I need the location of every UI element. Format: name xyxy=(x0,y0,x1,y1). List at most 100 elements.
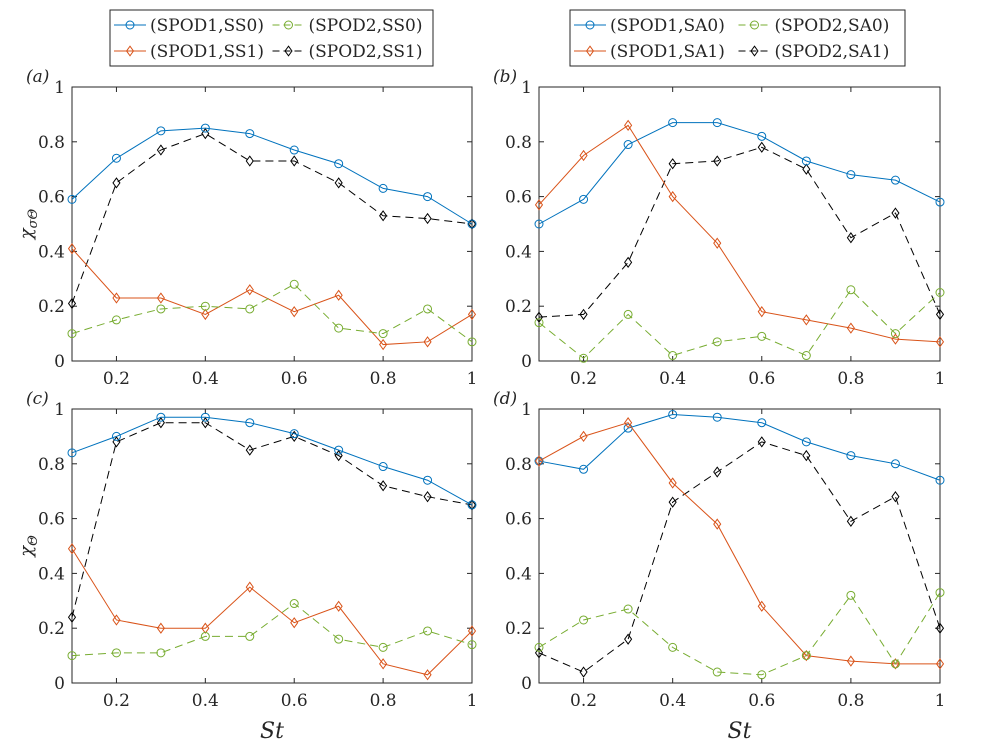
legend-marker xyxy=(125,20,135,30)
series-line xyxy=(538,288,941,359)
y-tick-label: 0 xyxy=(54,674,65,694)
data-point xyxy=(668,477,677,489)
data-point xyxy=(579,615,589,625)
data-point xyxy=(534,311,544,323)
x-tick-label: 0.8 xyxy=(837,369,864,389)
legend-label: (SPOD2,SS0) xyxy=(309,16,423,36)
data-point xyxy=(423,491,432,503)
legend-entry: (SPOD2,SA0) xyxy=(738,16,890,36)
data-point xyxy=(935,588,945,598)
series-line xyxy=(71,602,473,657)
data-point xyxy=(579,666,588,678)
data-point xyxy=(846,232,855,244)
data-point xyxy=(802,649,811,662)
legend-entry: (SPOD1,SS0) xyxy=(114,16,264,36)
series-spod1_s0 xyxy=(534,409,945,485)
y-tick-label: 0.8 xyxy=(38,455,65,475)
series-spod2_s1 xyxy=(534,141,945,323)
data-point xyxy=(802,449,811,462)
data-point xyxy=(668,190,677,203)
data-point xyxy=(67,297,77,310)
data-point xyxy=(935,622,945,634)
y-tick-label: 0.8 xyxy=(38,133,65,153)
data-point xyxy=(111,153,121,163)
data-point xyxy=(245,304,255,314)
legend-entry: (SPOD2,SS0) xyxy=(272,16,423,36)
x-tick-label: 1 xyxy=(935,369,946,389)
data-point xyxy=(624,417,633,429)
x-tick-label: 0.6 xyxy=(281,691,308,711)
data-point xyxy=(891,333,900,345)
data-point xyxy=(935,288,945,297)
legend-marker xyxy=(125,45,135,57)
data-point xyxy=(245,129,255,139)
data-point xyxy=(334,159,344,169)
data-point xyxy=(624,119,633,132)
series-spod1_s0 xyxy=(67,123,477,229)
series-line xyxy=(538,146,941,318)
data-point xyxy=(423,304,433,314)
y-tick-label: 0.6 xyxy=(38,188,65,208)
data-point xyxy=(668,496,677,508)
legend-label: (SPOD2,SA0) xyxy=(775,16,890,36)
data-point xyxy=(467,500,477,510)
x-tick-label: 0.4 xyxy=(659,691,686,711)
x-tick-label: 0.8 xyxy=(370,691,397,711)
data-point xyxy=(801,351,811,361)
panel-d: 00.20.40.60.810.2 0.4 0.6 0.8 1(d)St xyxy=(493,389,945,744)
panel-a: 00.20.40.60.810.2 0.4 0.6 0.8 1(a)χσΘ xyxy=(16,67,477,389)
data-point xyxy=(891,658,900,670)
data-point xyxy=(111,431,121,441)
data-point xyxy=(624,256,633,269)
panel-label: (a) xyxy=(26,67,49,87)
legend-entry: (SPOD1,SA1) xyxy=(574,42,725,62)
y-axis-label: χσΘ xyxy=(16,208,41,241)
data-point xyxy=(67,543,77,555)
data-point xyxy=(802,163,811,175)
panel-label: (d) xyxy=(493,389,517,409)
data-point xyxy=(757,600,766,612)
data-point xyxy=(334,289,343,301)
series-spod1_s0 xyxy=(534,118,945,229)
data-point xyxy=(712,667,722,677)
data-point xyxy=(67,448,77,458)
y-tick-label: 0.4 xyxy=(38,564,65,584)
data-point xyxy=(334,177,343,189)
data-point xyxy=(334,323,344,333)
data-point xyxy=(891,491,900,503)
data-point xyxy=(423,669,432,681)
x-tick-label: 0.6 xyxy=(748,691,775,711)
data-point xyxy=(534,318,544,328)
series-spod2_s0 xyxy=(534,285,945,363)
data-point xyxy=(891,207,900,219)
data-point xyxy=(579,430,588,443)
data-point xyxy=(757,306,766,318)
legend-marker xyxy=(284,45,293,57)
data-point xyxy=(668,158,677,170)
y-tick-label: 0.2 xyxy=(38,619,65,639)
legend-label: (SPOD1,SA0) xyxy=(610,16,725,36)
data-point xyxy=(846,322,855,334)
data-point xyxy=(757,670,767,680)
x-axis-label: St xyxy=(260,719,284,744)
data-point xyxy=(289,599,299,609)
x-tick-label: 1 xyxy=(467,369,478,389)
data-point xyxy=(334,445,344,455)
data-point xyxy=(668,409,678,419)
data-point xyxy=(290,155,299,167)
data-point xyxy=(67,611,77,623)
x-tick-label: 0.4 xyxy=(192,691,219,711)
y-tick-label: 0.4 xyxy=(505,242,532,262)
x-tick-label: 0.2 xyxy=(103,691,130,711)
data-point xyxy=(713,466,722,478)
data-point xyxy=(423,192,433,202)
y-tick-label: 0.8 xyxy=(505,133,532,153)
data-point xyxy=(757,418,767,428)
data-point xyxy=(290,617,299,629)
data-point xyxy=(846,515,855,527)
data-point xyxy=(245,631,255,641)
data-point xyxy=(112,614,121,626)
data-point xyxy=(935,475,945,485)
y-tick-label: 0.6 xyxy=(505,510,532,530)
